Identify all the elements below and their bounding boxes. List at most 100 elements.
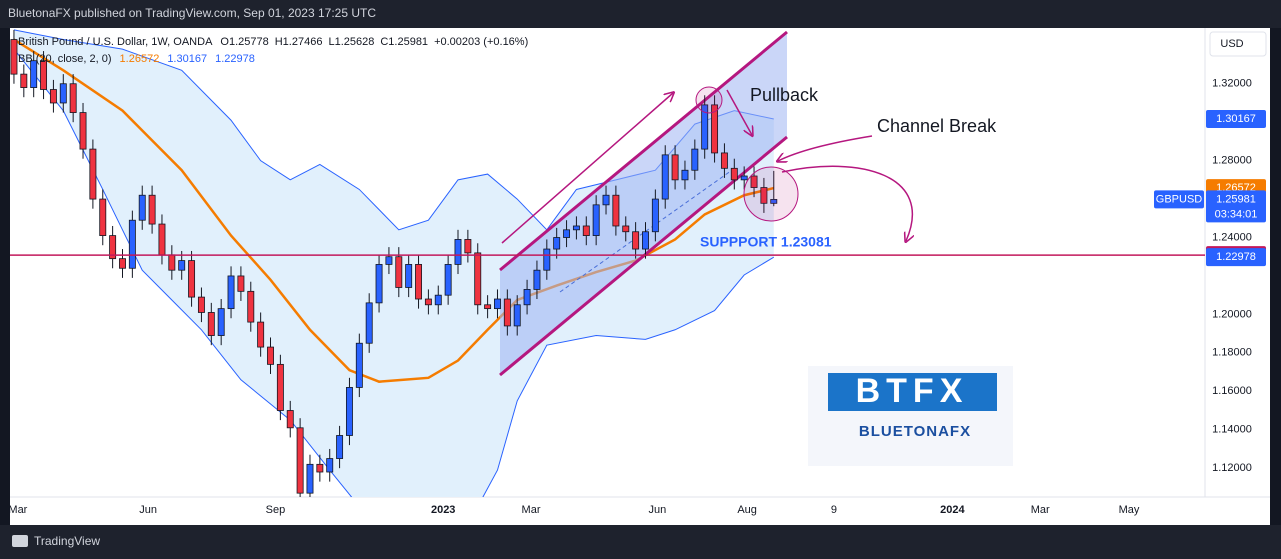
candle-body — [385, 256, 393, 265]
candle-body — [395, 256, 403, 288]
candles — [10, 29, 778, 497]
candle-body — [582, 225, 590, 236]
arrow — [501, 93, 673, 244]
y-tick-label: 1.16000 — [1212, 385, 1252, 397]
candle-body — [326, 458, 334, 473]
candle-body — [69, 83, 77, 113]
candle-body — [257, 321, 265, 348]
publisher: BluetonaFX published on TradingView.com,… — [8, 6, 376, 20]
candle-body — [622, 225, 630, 233]
candle-body — [316, 463, 324, 473]
y-tick-label: 1.20000 — [1212, 308, 1252, 320]
candle-body — [454, 239, 462, 265]
price-tag — [1206, 248, 1266, 267]
bb-fill — [13, 29, 774, 497]
bb-label: BB (20, close, 2, 0) — [18, 53, 112, 65]
candle-body — [99, 198, 107, 236]
logo-subtext: BLUETONAFX — [859, 423, 971, 440]
symbol-label: GBPUSD — [1156, 193, 1203, 205]
candle-body — [345, 387, 353, 436]
currency[interactable]: USD — [1220, 38, 1243, 50]
brand-icon — [12, 535, 28, 547]
bb-value: 1.22978 — [215, 53, 255, 65]
legend-line: British Pound / U.S. Dollar, 1W, OANDA O1… — [18, 36, 528, 48]
candle-body — [247, 290, 255, 323]
ohlc: O1.25778 — [220, 36, 268, 48]
mid-line — [559, 167, 736, 293]
annotation: Channel Break — [877, 116, 997, 136]
bottom-bar — [0, 525, 1281, 559]
candle-body — [730, 167, 738, 181]
candle-body — [691, 148, 699, 171]
x-tick-label: Mar — [8, 504, 27, 516]
candle-body — [119, 258, 126, 269]
bb-value: 1.30167 — [167, 53, 207, 65]
candle-body — [415, 264, 422, 300]
candle-body — [711, 104, 719, 154]
y-tick-label: 1.32000 — [1212, 78, 1252, 90]
candle-body — [178, 260, 186, 271]
symbol-title: British Pound / U.S. Dollar, 1W, OANDA — [18, 36, 213, 48]
candle-body — [523, 289, 531, 306]
price-tag-label: 1.22978 — [1216, 251, 1256, 263]
candle-body — [355, 342, 363, 388]
channel-line — [499, 135, 788, 377]
candle-body — [148, 194, 156, 225]
x-tick-label: Mar — [522, 504, 541, 516]
candle-body — [612, 194, 620, 227]
channel-line — [499, 30, 788, 272]
bb-basis — [13, 38, 775, 383]
candle-body — [168, 254, 176, 271]
price-tag-label: 1.25981 — [1216, 193, 1256, 205]
candle-body — [651, 198, 659, 233]
ohlc: L1.25628 — [328, 36, 374, 48]
candle-body — [89, 148, 97, 200]
candle-body — [128, 219, 136, 269]
highlight-circle — [695, 86, 723, 114]
candle-body — [533, 269, 541, 290]
candle-body — [572, 225, 580, 231]
candle-body — [188, 260, 196, 298]
candle-body — [30, 60, 38, 88]
y-tick-label: 1.14000 — [1212, 424, 1252, 436]
x-tick-label: 2023 — [431, 504, 455, 516]
candle-body — [286, 410, 294, 429]
candle-body — [750, 175, 758, 188]
candle-body — [484, 304, 492, 310]
currency-button[interactable] — [1209, 31, 1267, 57]
x-tick-label: 9 — [831, 504, 837, 516]
candle-body — [720, 152, 728, 169]
candle-body — [237, 275, 245, 292]
bb-value: 1.26572 — [120, 53, 160, 65]
candle-body — [513, 304, 521, 327]
candle-body — [642, 231, 649, 250]
price-tag-label: 1.30167 — [1216, 113, 1256, 125]
x-tick-label: Jun — [648, 504, 666, 516]
candle-body — [10, 39, 18, 75]
arrow — [781, 165, 912, 241]
candle-body — [276, 363, 284, 411]
candle-body — [365, 302, 373, 344]
candle-body — [59, 83, 67, 104]
ohlc: H1.27466 — [275, 36, 323, 48]
annotation: Pullback — [750, 85, 819, 105]
candle-body — [217, 308, 225, 336]
symbol-tag — [1154, 190, 1204, 209]
candle-body — [563, 229, 571, 238]
candle-body — [671, 154, 679, 181]
candle-body — [197, 296, 205, 313]
candle-body — [494, 298, 501, 310]
candle-body — [760, 187, 768, 204]
candle-body — [158, 223, 166, 256]
candle-body — [375, 264, 383, 304]
brand: TradingView — [34, 534, 100, 548]
x-tick-label: Mar — [1031, 504, 1050, 516]
candle-body — [592, 204, 600, 236]
candle-body — [336, 435, 344, 459]
top-bar — [0, 0, 1281, 28]
candle-body — [79, 112, 87, 150]
change: +0.00203 (+0.16%) — [434, 36, 528, 48]
x-tick-label: May — [1119, 504, 1140, 516]
bb-lower — [13, 48, 775, 497]
